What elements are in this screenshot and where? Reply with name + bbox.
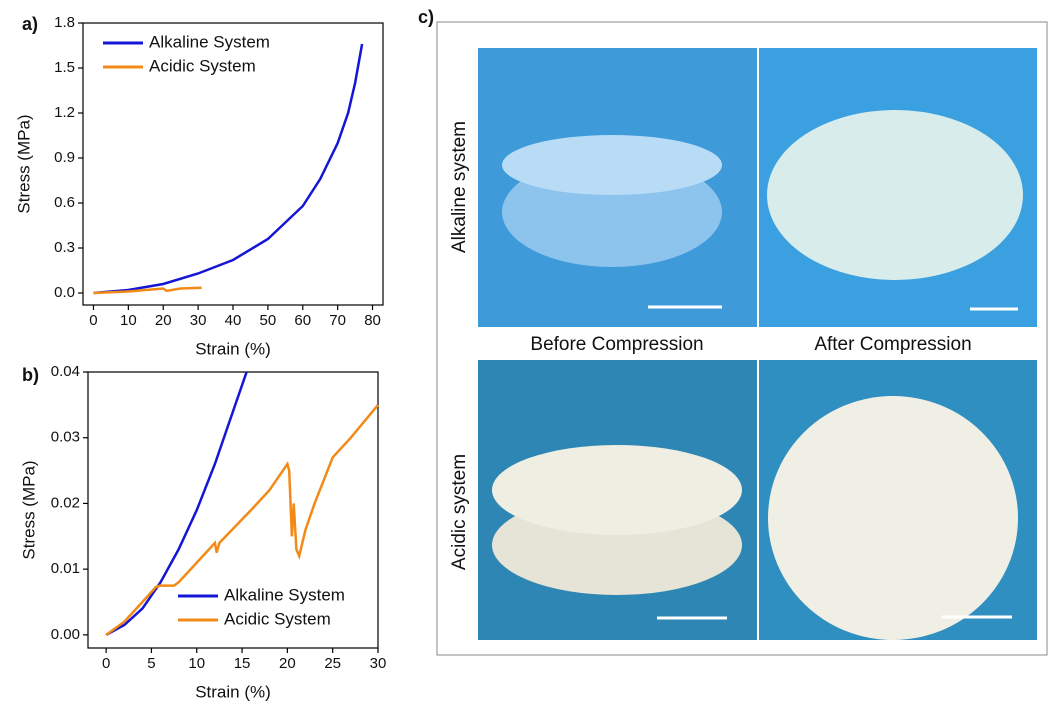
column-label: Before Compression — [530, 334, 703, 355]
panel-label: c) — [418, 7, 434, 27]
y-tick-label: 0.01 — [51, 560, 80, 577]
x-tick-label: 5 — [147, 655, 155, 672]
y-tick-label: 0.04 — [51, 363, 80, 380]
x-tick-label: 30 — [190, 312, 207, 329]
y-tick-label: 0.0 — [54, 284, 75, 301]
x-tick-label: 10 — [188, 655, 205, 672]
x-tick-label: 25 — [324, 655, 341, 672]
row-label: Alkaline system — [449, 121, 470, 253]
y-tick-label: 0.9 — [54, 149, 75, 166]
x-tick-label: 60 — [294, 312, 311, 329]
legend-label: Alkaline System — [224, 585, 345, 604]
legend-label: Acidic System — [149, 56, 256, 75]
y-axis-label: Stress (MPa) — [19, 460, 38, 559]
x-tick-label: 0 — [102, 655, 110, 672]
row-label: Acidic system — [449, 454, 470, 570]
y-tick-label: 0.3 — [54, 239, 75, 256]
y-tick-label: 1.2 — [54, 104, 75, 121]
y-tick-label: 0.00 — [51, 626, 80, 643]
x-tick-label: 10 — [120, 312, 137, 329]
x-tick-label: 80 — [364, 312, 381, 329]
x-tick-label: 20 — [155, 312, 172, 329]
column-label: After Compression — [814, 334, 971, 355]
panel-label: b) — [22, 365, 39, 385]
figure: c) Before Compression After Compression … — [0, 0, 1049, 706]
y-axis-label: Stress (MPa) — [14, 114, 33, 213]
data-line — [94, 44, 363, 293]
y-tick-label: 0.6 — [54, 194, 75, 211]
x-tick-label: 70 — [329, 312, 346, 329]
y-tick-label: 1.8 — [54, 14, 75, 31]
x-tick-label: 50 — [260, 312, 277, 329]
x-tick-label: 30 — [370, 655, 387, 672]
x-tick-label: 15 — [234, 655, 251, 672]
panel-label: a) — [22, 14, 38, 34]
y-tick-label: 0.02 — [51, 494, 80, 511]
x-axis-label: Strain (%) — [195, 339, 271, 358]
y-tick-label: 0.03 — [51, 429, 80, 446]
page: {"chart_data":[ {"type":"line","label":"… — [0, 0, 1049, 706]
x-tick-label: 40 — [225, 312, 242, 329]
legend-label: Acidic System — [224, 609, 331, 628]
x-axis-label: Strain (%) — [195, 682, 271, 701]
y-tick-label: 1.5 — [54, 59, 75, 76]
legend-label: Alkaline System — [149, 32, 270, 51]
x-tick-label: 0 — [89, 312, 97, 329]
x-tick-label: 20 — [279, 655, 296, 672]
